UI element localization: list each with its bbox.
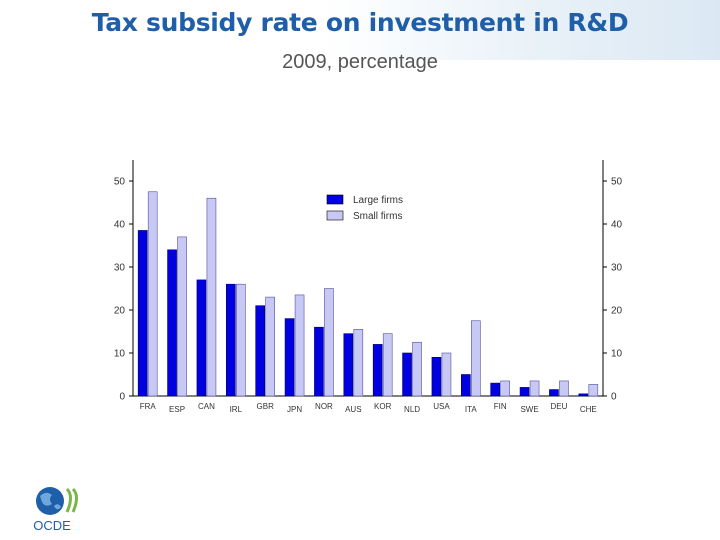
y-tick-label: 20 — [114, 306, 126, 317]
bar-large-firms — [490, 382, 500, 397]
x-tick-label: CHE — [580, 405, 597, 414]
page-title: Tax subsidy rate on investment in R&D — [91, 8, 629, 37]
bar-small-firms — [294, 294, 305, 397]
y-tick-label: 50 — [114, 177, 126, 188]
y-tick-label-right: 50 — [611, 177, 623, 188]
bar-small-firms — [382, 333, 393, 397]
bar-small-firms — [441, 352, 452, 397]
bar-small-firms — [529, 380, 540, 397]
x-tick-label: NOR — [315, 402, 333, 411]
legend-swatch — [326, 194, 344, 205]
y-tick-label: 40 — [114, 220, 126, 231]
bar-large-firms — [314, 326, 324, 397]
bar-large-firms — [137, 230, 148, 397]
x-tick-label: KOR — [374, 402, 392, 411]
bar-large-firms — [196, 279, 207, 397]
bar-small-firms — [324, 288, 334, 397]
bar-large-firms — [343, 333, 354, 397]
bar-small-firms — [353, 329, 364, 397]
x-tick-label: ESP — [169, 405, 185, 414]
x-tick-label: FIN — [494, 402, 507, 411]
bar-small-firms — [177, 236, 187, 397]
x-tick-label: SWE — [520, 405, 538, 414]
y-tick-label-right: 20 — [611, 306, 623, 317]
bar-large-firms — [578, 393, 589, 397]
legend-label: Small firms — [353, 211, 402, 222]
y-tick-label: 0 — [119, 392, 125, 403]
y-tick-label-right: 10 — [611, 349, 623, 360]
bar-large-firms — [402, 352, 412, 397]
svg-text:OCDE: OCDE — [33, 518, 71, 533]
bar-large-firms — [226, 283, 236, 397]
x-tick-label: AUS — [345, 405, 361, 414]
bar-large-firms — [167, 249, 177, 397]
y-tick-label-right: 40 — [611, 220, 623, 231]
bar-small-firms — [206, 197, 217, 397]
bar-large-firms — [284, 318, 295, 397]
bar-large-firms — [255, 305, 265, 397]
bar-small-firms — [559, 380, 569, 397]
x-tick-label: NLD — [404, 405, 420, 414]
bar-large-firms — [461, 374, 471, 397]
legend-label: Large firms — [353, 195, 403, 206]
legend-swatch — [326, 210, 344, 221]
bar-small-firms — [147, 191, 158, 397]
page-subtitle: 2009, percentage — [282, 51, 438, 73]
bar-small-firms — [412, 341, 422, 397]
x-tick-label: DEU — [550, 402, 567, 411]
bar-large-firms — [431, 356, 442, 397]
bar-small-firms — [588, 384, 599, 397]
x-tick-label: CAN — [198, 402, 215, 411]
bar-small-firms — [236, 283, 246, 397]
y-tick-label: 30 — [114, 263, 126, 274]
x-tick-label: IRL — [230, 405, 243, 414]
x-tick-label: FRA — [140, 402, 157, 411]
x-tick-label: ITA — [465, 405, 478, 414]
y-tick-label: 10 — [114, 349, 126, 360]
y-tick-label-right: 30 — [611, 263, 623, 274]
oecd-logo: OCDE — [33, 487, 78, 533]
x-tick-label: JPN — [287, 405, 302, 414]
y-tick-label-right: 0 — [611, 392, 617, 403]
x-tick-label: GBR — [257, 402, 275, 411]
x-tick-label: USA — [433, 402, 450, 411]
bar-small-firms — [500, 380, 510, 397]
bar-large-firms — [549, 389, 559, 397]
bar-large-firms — [372, 344, 383, 397]
bar-small-firms — [265, 296, 275, 397]
title-banner — [0, 0, 720, 60]
bar-large-firms — [519, 387, 530, 397]
bar-small-firms — [471, 320, 481, 397]
